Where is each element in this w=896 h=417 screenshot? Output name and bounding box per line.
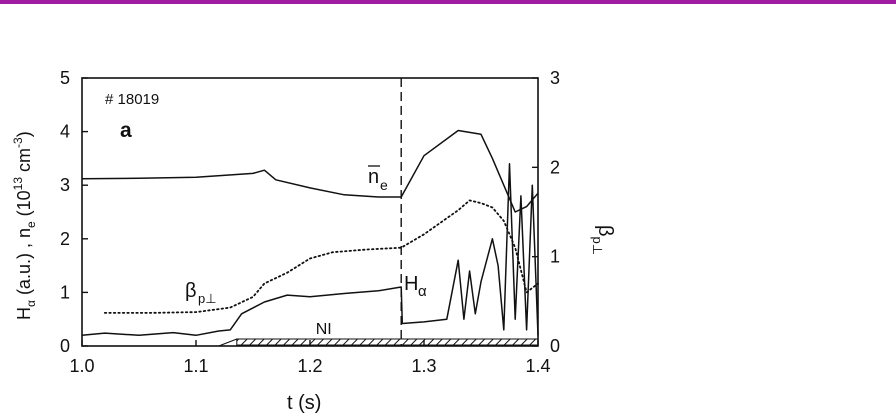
right-tick-label: 3: [550, 68, 560, 88]
series-line-0: [81, 129, 539, 213]
beta-curve-label: β p⊥: [185, 280, 217, 306]
plot-frame: [81, 77, 539, 347]
right-tick-label: 0: [550, 336, 560, 356]
svg-text:t (s): t (s): [287, 392, 321, 414]
left-tick-label: 0: [60, 336, 70, 356]
svg-text:β: β: [185, 280, 197, 302]
series-line-2: [81, 163, 539, 337]
x-axis-ticks: 1.0 1.1 1.2 1.3 1.4: [69, 340, 551, 376]
x-tick-label: 1.3: [411, 356, 436, 376]
left-tick-label: 2: [60, 229, 70, 249]
right-axis-ticks: 0 1 2 3: [532, 68, 560, 356]
x-tick-label: 1.4: [525, 356, 550, 376]
nbi-label: NI: [316, 321, 332, 338]
svg-text:βp⊥: βp⊥: [590, 225, 616, 255]
x-tick-label: 1.2: [297, 356, 322, 376]
right-tick-label: 1: [550, 247, 560, 267]
svg-text:α: α: [418, 283, 427, 300]
svg-text:n: n: [368, 166, 379, 188]
left-axis-ticks: 0 1 2 3 4 5: [60, 68, 88, 356]
svg-text:p⊥: p⊥: [198, 291, 217, 306]
panel-label: a: [120, 119, 132, 142]
x-tick-label: 1.1: [183, 356, 208, 376]
left-axis-label: Hα (a.u.) , ne (1013 cm-3): [11, 131, 38, 320]
left-tick-label: 1: [60, 282, 70, 302]
right-tick-label: 2: [550, 157, 560, 177]
accent-bar: [0, 0, 896, 4]
nbi-ramp: [218, 338, 238, 347]
left-tick-label: 3: [60, 175, 70, 195]
svg-text:H: H: [404, 273, 418, 295]
series-line-1: [103, 199, 539, 314]
svg-text:e: e: [380, 177, 388, 193]
shot-label: # 18019: [105, 91, 159, 108]
left-tick-label: 4: [60, 122, 70, 142]
halpha-curve-label: H α: [404, 273, 427, 300]
left-tick-label: 5: [60, 68, 70, 88]
x-tick-label: 1.0: [69, 356, 94, 376]
nbi-bar: [236, 338, 539, 346]
ne-curve-label: n e: [368, 165, 388, 193]
right-axis-label: βp⊥: [590, 225, 616, 255]
svg-text:Hα (a.u.) , ne (1013 cm-3): Hα (a.u.) , ne (1013 cm-3): [11, 131, 38, 320]
x-axis-label: t (s): [287, 392, 321, 414]
series-group: [81, 129, 539, 337]
